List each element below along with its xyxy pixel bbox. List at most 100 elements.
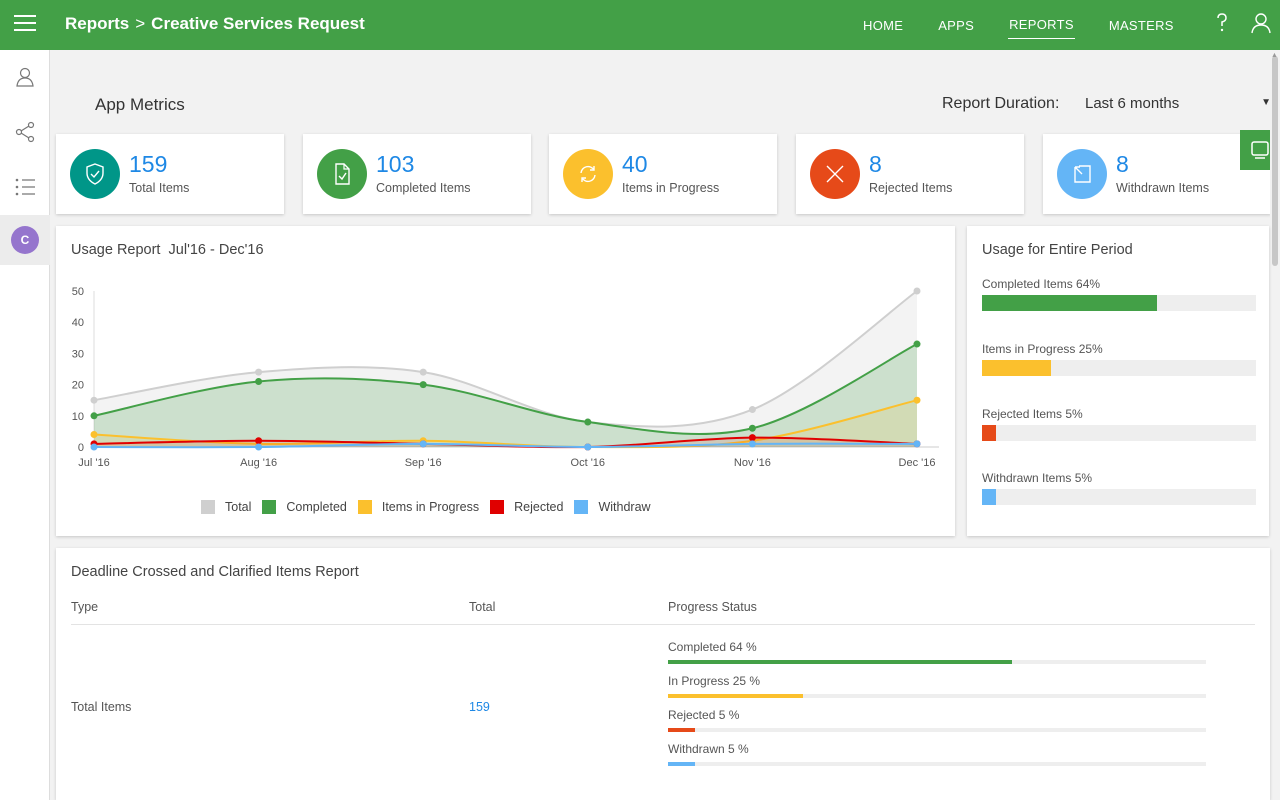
progress-rejected: Rejected 5 % [668,708,1206,732]
chevron-down-icon: ▼ [1261,97,1271,108]
deadline-panel: Deadline Crossed and Clarified Items Rep… [56,548,1270,800]
usage-row-withdrawn: Withdrawn Items 5% [982,471,1256,505]
legend-label: Rejected [514,500,564,514]
data-point-completed [584,418,592,426]
sidebar-item-account[interactable]: C [0,215,50,265]
legend-item-withdraw[interactable]: Withdraw [574,500,651,514]
page-title: App Metrics [95,95,185,114]
nav-masters[interactable]: MASTERS [1108,17,1174,33]
sidebar: C [0,50,50,800]
data-point-withdraw [584,443,592,451]
metric-card-in-progress[interactable]: 40 Items in Progress [549,134,777,214]
column-header-type: Type [71,600,99,614]
breadcrumb-current: Creative Services Request [151,14,365,33]
progress-in-progress: In Progress 25 % [668,674,1206,698]
metric-card-rejected[interactable]: 8 Rejected Items [796,134,1024,214]
usage-bar [982,295,1256,311]
usage-bar [982,425,1256,441]
close-icon [810,149,860,199]
progress-completed: Completed 64 % [668,640,1206,664]
data-point-completed [90,412,98,420]
document-check-icon [317,149,367,199]
progress-bar-fill [668,762,695,766]
legend-item-in-progress[interactable]: Items in Progress [357,500,479,514]
scroll-up-icon[interactable]: ▲ [1271,52,1278,59]
data-point-withdraw [419,440,427,448]
metric-value: 8 [869,151,882,177]
top-bar: Reports > Creative Services Request HOME… [0,0,1280,50]
metric-label: Items in Progress [622,181,720,195]
report-duration-label: Report Duration: [942,95,1060,112]
shield-check-icon [70,149,120,199]
scrollbar[interactable] [1270,50,1280,800]
question-icon[interactable] [1211,12,1233,34]
breadcrumb-separator: > [135,14,146,33]
usage-period-title: Usage for Entire Period [982,242,1133,258]
data-point-completed [748,424,756,432]
usage-report-range: Jul'16 - Dec'16 [168,242,264,258]
usage-bar-fill [982,295,1158,311]
x-tick-label: Aug '16 [240,457,277,469]
legend-swatch [262,500,277,514]
y-tick-label: 40 [72,317,84,329]
report-duration-select[interactable]: Last 6 months ▼ [1085,95,1275,117]
usage-bar-fill [982,425,996,441]
nav-reports[interactable]: REPORTS [1008,11,1075,39]
row-type: Total Items [71,700,132,714]
usage-period-panel: Usage for Entire Period Completed Items … [967,226,1269,536]
share-icon [15,121,35,143]
progress-bar [668,762,1206,766]
progress-bar-fill [668,694,803,698]
usage-bar-fill [982,360,1051,376]
x-tick-label: Jul '16 [78,457,109,469]
deadline-title: Deadline Crossed and Clarified Items Rep… [71,564,359,580]
chat-icon [1251,141,1269,159]
progress-bar [668,660,1206,664]
series-line-completed [93,343,918,436]
metric-label: Completed Items [376,181,471,195]
usage-row-completed: Completed Items 64% [982,277,1256,311]
divider [71,624,1255,625]
sidebar-item-profile[interactable] [0,52,50,102]
y-tick-label: 50 [72,286,84,298]
scrollbar-thumb[interactable] [1272,56,1278,266]
data-point-withdraw [913,440,921,448]
progress-label: Rejected 5 % [668,708,740,722]
legend-label: Completed [286,500,347,514]
main-nav: HOME APPS REPORTS MASTERS [862,0,1208,50]
usage-label: Withdrawn Items 5% [982,471,1093,485]
y-tick-label: 20 [72,380,84,392]
metric-card-withdrawn[interactable]: 8 Withdrawn Items [1043,134,1271,214]
usage-row-rejected: Rejected Items 5% [982,407,1256,441]
data-point-total [255,368,263,376]
sidebar-item-share[interactable] [0,107,50,157]
progress-label: Withdrawn 5 % [668,742,749,756]
usage-chart: 0 10 20 30 40 50 Jul '16 Aug '16 Sep '16 Oct '16 N… [72,286,939,469]
user-icon[interactable] [1250,12,1272,34]
legend-item-completed[interactable]: Completed [262,500,347,514]
chart-legend: Total Completed Items in Progress Reject… [201,500,662,514]
data-point-rejected [255,437,263,445]
legend-label: Total [225,500,252,514]
data-point-completed [255,377,263,385]
metric-card-total[interactable]: 159 Total Items [56,134,284,214]
breadcrumb-root[interactable]: Reports [65,14,130,33]
data-point-items-in-progress [90,431,98,439]
legend-item-rejected[interactable]: Rejected [490,500,563,514]
avatar: C [11,226,39,254]
sidebar-item-list[interactable] [0,162,50,212]
column-header-total: Total [469,600,496,614]
usage-label: Completed Items 64% [982,277,1101,291]
y-tick-label: 30 [72,348,84,360]
data-point-total [90,396,98,404]
metric-card-completed[interactable]: 103 Completed Items [303,134,531,214]
nav-home[interactable]: HOME [863,17,904,33]
data-point-items-in-progress [913,396,921,404]
nav-apps[interactable]: APPS [938,17,975,33]
row-total-link[interactable]: 159 [469,700,490,714]
menu-icon[interactable] [14,15,36,33]
data-point-completed [913,340,921,348]
series-line-items-in-progress [93,399,918,449]
legend-item-total[interactable]: Total [201,500,251,514]
metric-label: Total Items [129,181,190,195]
